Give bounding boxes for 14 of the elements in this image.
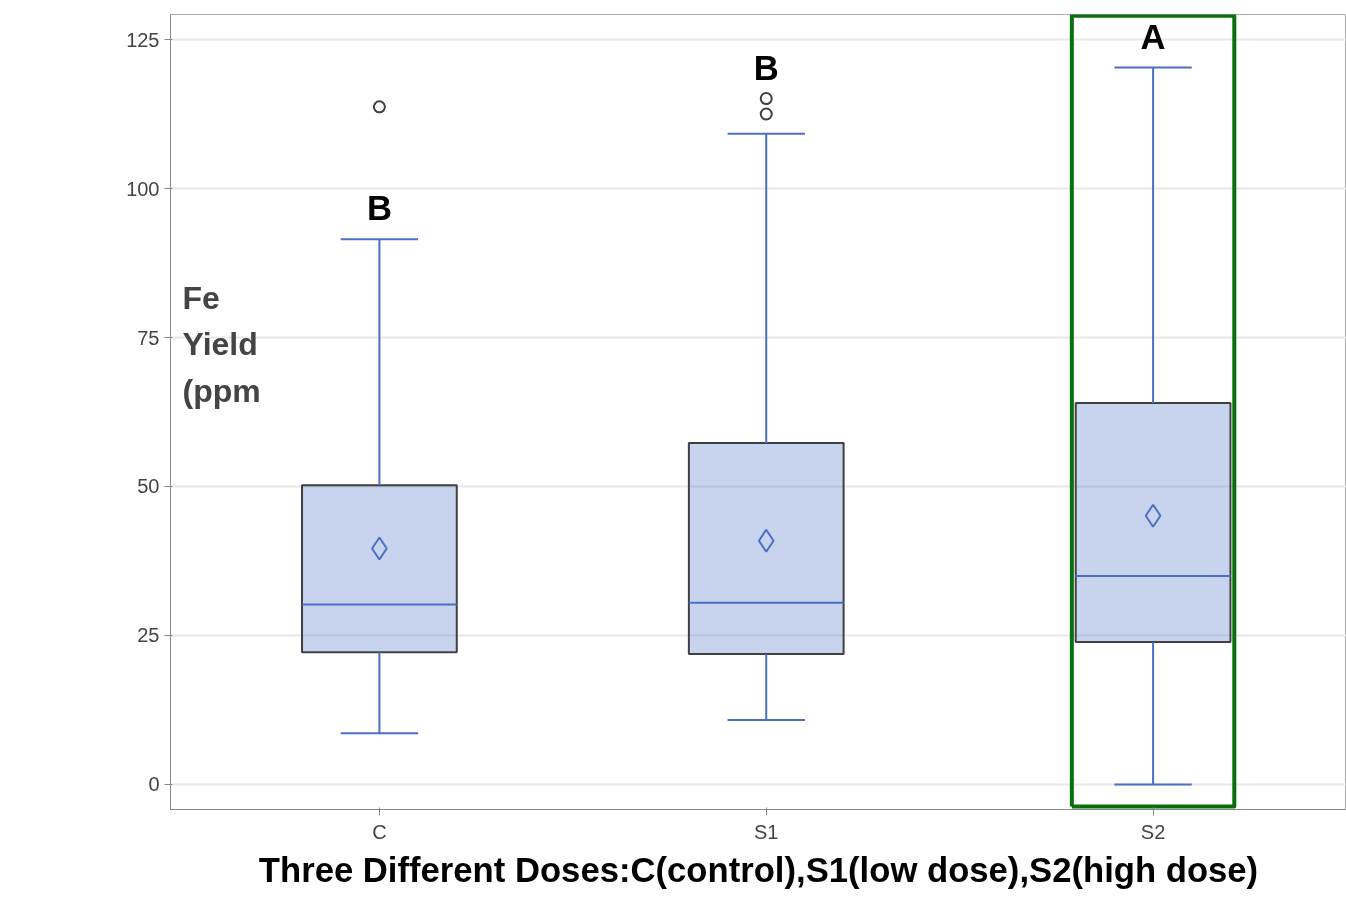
y-tick-label: 125 bbox=[126, 28, 160, 51]
x-tick-label: S2 bbox=[1140, 820, 1166, 843]
y-tick-label: 50 bbox=[137, 475, 160, 498]
annotation: A bbox=[1140, 17, 1166, 56]
y-tick-label: 0 bbox=[148, 773, 160, 796]
y-tick-label: 25 bbox=[137, 624, 160, 647]
y-axis-title: Fe Yield (ppm bbox=[182, 279, 261, 410]
annotation: B bbox=[753, 48, 779, 87]
y-tick-label: 75 bbox=[137, 326, 160, 349]
x-tick-label: S1 bbox=[754, 820, 779, 843]
y-tick-label: 100 bbox=[126, 177, 160, 200]
annotation: B bbox=[366, 189, 392, 228]
x-axis-title: Three Different Doses:C(control),S1(low dose),S2(high dose) bbox=[258, 850, 1259, 889]
x-tick-label: C bbox=[372, 820, 387, 843]
